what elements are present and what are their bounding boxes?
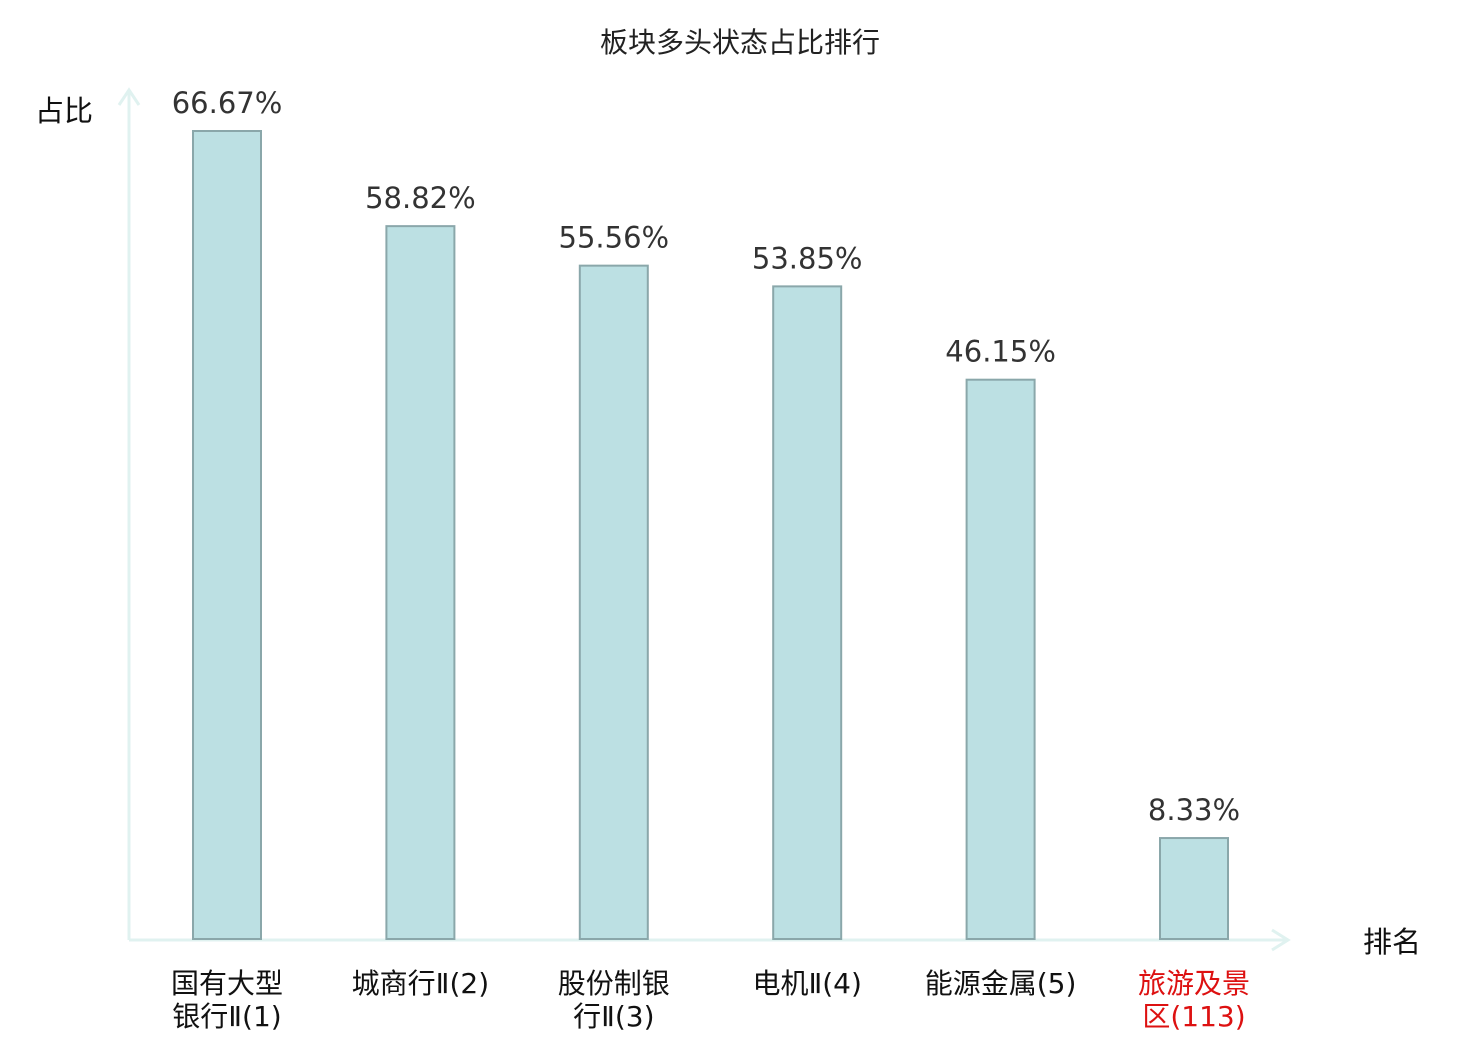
value-label-6: 8.33% <box>1148 793 1240 827</box>
category-label-4-line-1: 电机Ⅱ(4) <box>752 967 861 1000</box>
bar-5 <box>965 378 1036 941</box>
value-labels-group: 66.67% 58.82% 55.56% 53.85% 46.15% 8.33% <box>172 86 1240 827</box>
category-label-1-line-2: 银行Ⅱ(1) <box>172 1000 281 1033</box>
bar-3 <box>578 264 649 940</box>
value-label-5: 46.15% <box>945 335 1056 369</box>
y-axis-arrow <box>117 87 141 106</box>
bars-group <box>192 130 1229 941</box>
category-label-3-line-1: 股份制银 <box>558 967 670 1000</box>
bar-4 <box>772 285 843 941</box>
value-label-4: 53.85% <box>752 241 863 275</box>
chart-title: 板块多头状态占比排行 <box>600 26 880 59</box>
category-label-5-line-1: 能源金属(5) <box>925 967 1077 1000</box>
bar-2 <box>385 225 456 940</box>
value-label-2: 58.82% <box>365 181 476 215</box>
bar-1 <box>192 130 262 940</box>
category-label-6-line-2: 区(113) <box>1142 1000 1245 1033</box>
category-label-3-line-2: 行Ⅱ(3) <box>573 1000 654 1033</box>
y-axis-label: 占比 <box>35 94 93 128</box>
category-label-6-line-1: 旅游及景 <box>1138 967 1250 1000</box>
category-label-1-line-1: 国有大型 <box>171 967 283 1000</box>
bar-6 <box>1159 837 1229 941</box>
value-label-3: 55.56% <box>559 221 670 255</box>
value-label-1: 66.67% <box>172 86 283 120</box>
x-axis-arrow <box>1271 928 1291 952</box>
x-axis-label: 排名 <box>1363 925 1421 959</box>
category-label-2-line-1: 城商行Ⅱ(2) <box>352 967 489 1000</box>
